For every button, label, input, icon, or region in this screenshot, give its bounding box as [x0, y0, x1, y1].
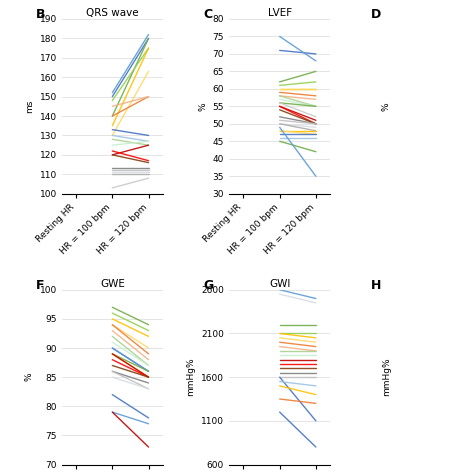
- Title: QRS wave: QRS wave: [86, 8, 138, 18]
- Text: D: D: [371, 9, 381, 21]
- Text: C: C: [204, 9, 213, 21]
- Text: F: F: [36, 279, 45, 292]
- Text: B: B: [36, 9, 46, 21]
- Title: GWI: GWI: [269, 279, 291, 289]
- Title: GWE: GWE: [100, 279, 125, 289]
- Y-axis label: mmHg%: mmHg%: [382, 358, 391, 396]
- Y-axis label: %: %: [25, 373, 34, 382]
- Y-axis label: mmHg%: mmHg%: [187, 358, 196, 396]
- Text: G: G: [204, 279, 214, 292]
- Title: LVEF: LVEF: [268, 8, 292, 18]
- Y-axis label: %: %: [198, 102, 207, 110]
- Y-axis label: ms: ms: [25, 100, 34, 113]
- Y-axis label: %: %: [382, 102, 391, 110]
- Text: H: H: [371, 279, 381, 292]
